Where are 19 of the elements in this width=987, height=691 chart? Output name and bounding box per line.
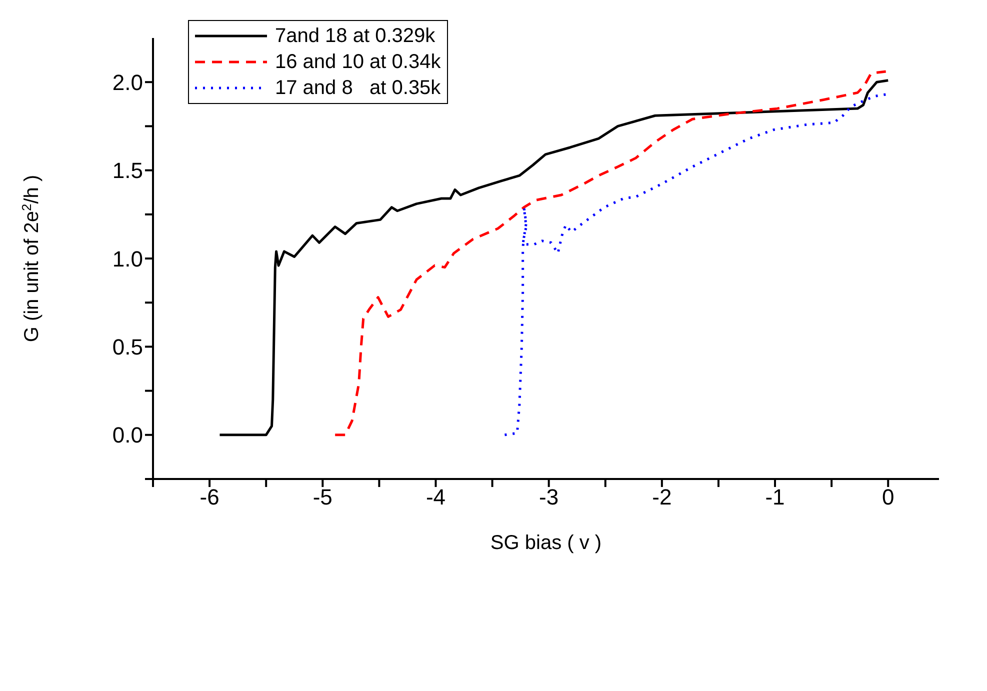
x-tick-label: 0: [882, 484, 894, 510]
x-tick-label: -6: [200, 484, 220, 510]
line-series: [218, 79, 890, 436]
y-tick-label: 0.0: [112, 422, 143, 448]
x-tick-label: -1: [765, 484, 785, 510]
y-tick-label: 0.5: [112, 334, 143, 360]
x-tick-label: -5: [312, 484, 332, 510]
line-series: [334, 70, 888, 436]
x-tick-label: -2: [652, 484, 672, 510]
legend-label: 17 and 8 at 0.35k: [275, 76, 441, 101]
y-tick-label: 1.5: [112, 158, 143, 184]
x-tick-label: -4: [426, 484, 446, 510]
x-axis-title: SG bias ( v ): [490, 532, 602, 554]
legend-label: 16 and 10 at 0.34k: [275, 50, 441, 75]
x-tick-label: -3: [539, 484, 559, 510]
legend-label: 7and 18 at 0.329k: [275, 24, 436, 49]
y-tick-label: 1.0: [112, 246, 143, 272]
y-tick-label: 2.0: [112, 70, 143, 95]
line-series: [503, 93, 888, 436]
